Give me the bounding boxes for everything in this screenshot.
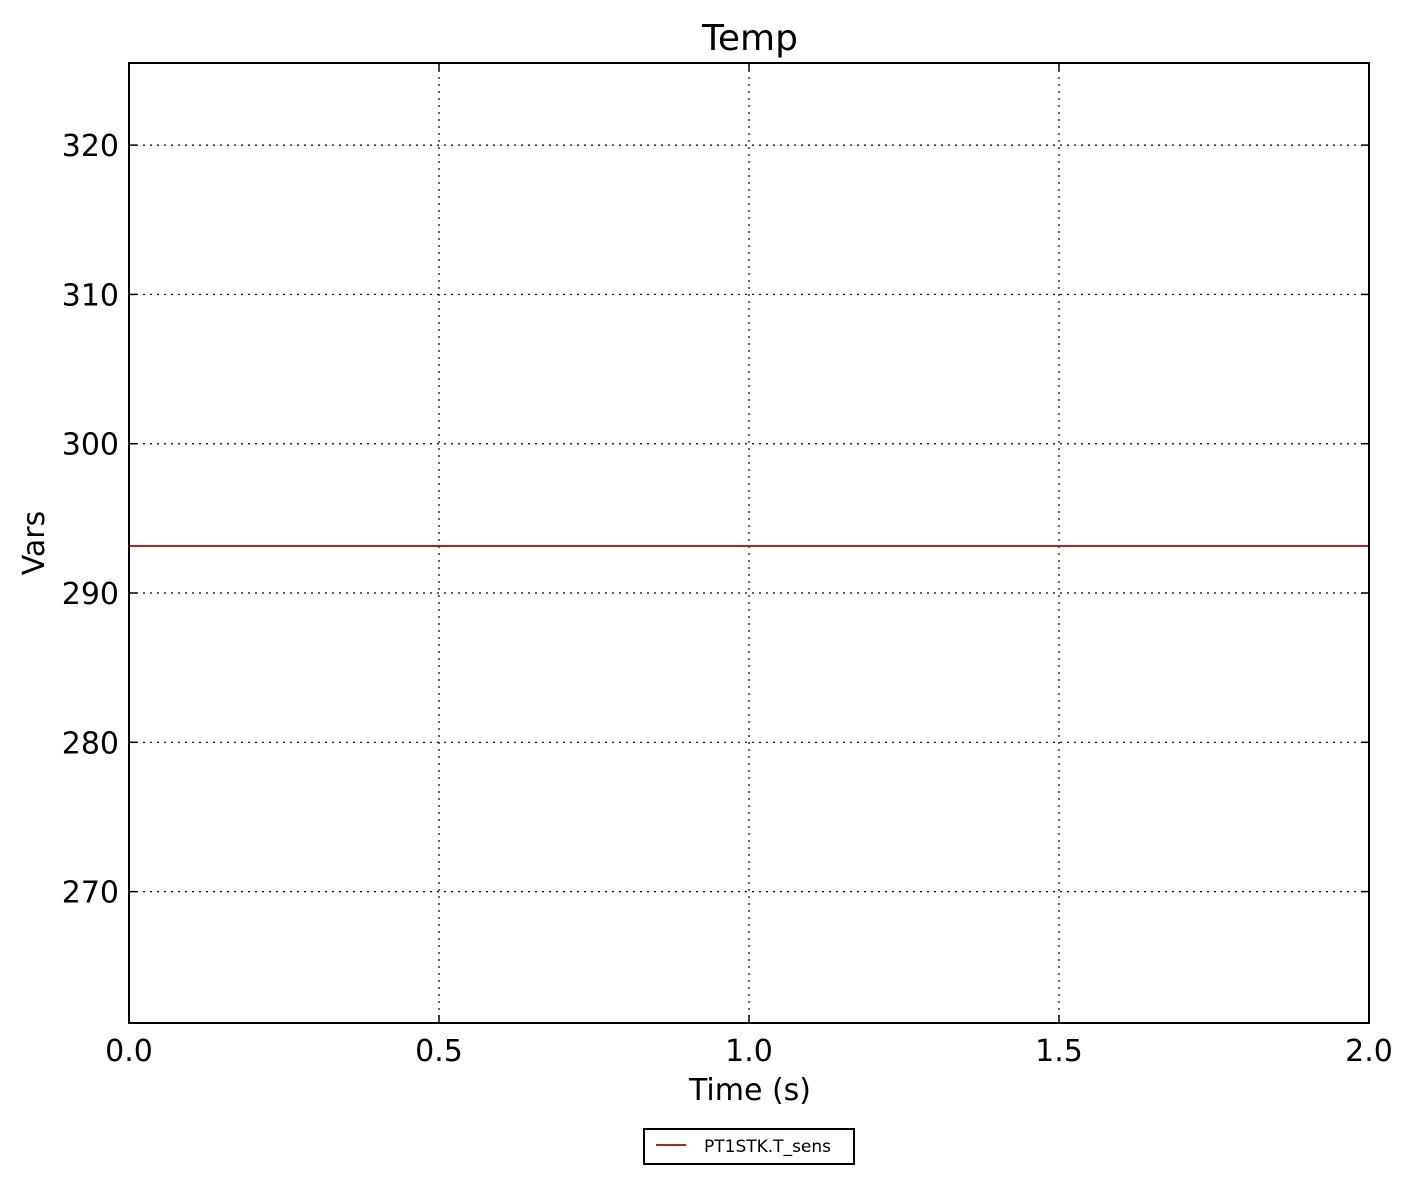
grid bbox=[129, 63, 1369, 1023]
legend: PT1STK.T_sens bbox=[643, 1128, 855, 1165]
y-tick-label: 270 bbox=[62, 876, 119, 911]
y-tick-label: 290 bbox=[62, 577, 119, 612]
legend-label: PT1STK.T_sens bbox=[704, 1137, 831, 1157]
plot-frame bbox=[128, 62, 1370, 1024]
y-tick-label: 300 bbox=[62, 428, 119, 463]
x-tick-label: 0.0 bbox=[105, 1034, 153, 1069]
x-tick-label: 1.0 bbox=[725, 1034, 773, 1069]
y-tick-label: 280 bbox=[62, 726, 119, 761]
y-tick-label: 310 bbox=[62, 278, 119, 313]
x-axis-label: Time (s) bbox=[688, 1073, 811, 1108]
x-tick-label: 1.5 bbox=[1035, 1034, 1083, 1069]
legend-box bbox=[643, 1128, 855, 1165]
x-tick-label: 2.0 bbox=[1345, 1034, 1393, 1069]
ticks: 0.0 0.5 1.0 1.5 2.0 270 280 290 300 310 320 bbox=[62, 63, 1393, 1069]
y-axis-label: Vars bbox=[17, 511, 52, 576]
y-tick-label: 320 bbox=[62, 129, 119, 164]
chart-title: Temp bbox=[701, 18, 798, 59]
x-tick-label: 0.5 bbox=[415, 1034, 463, 1069]
